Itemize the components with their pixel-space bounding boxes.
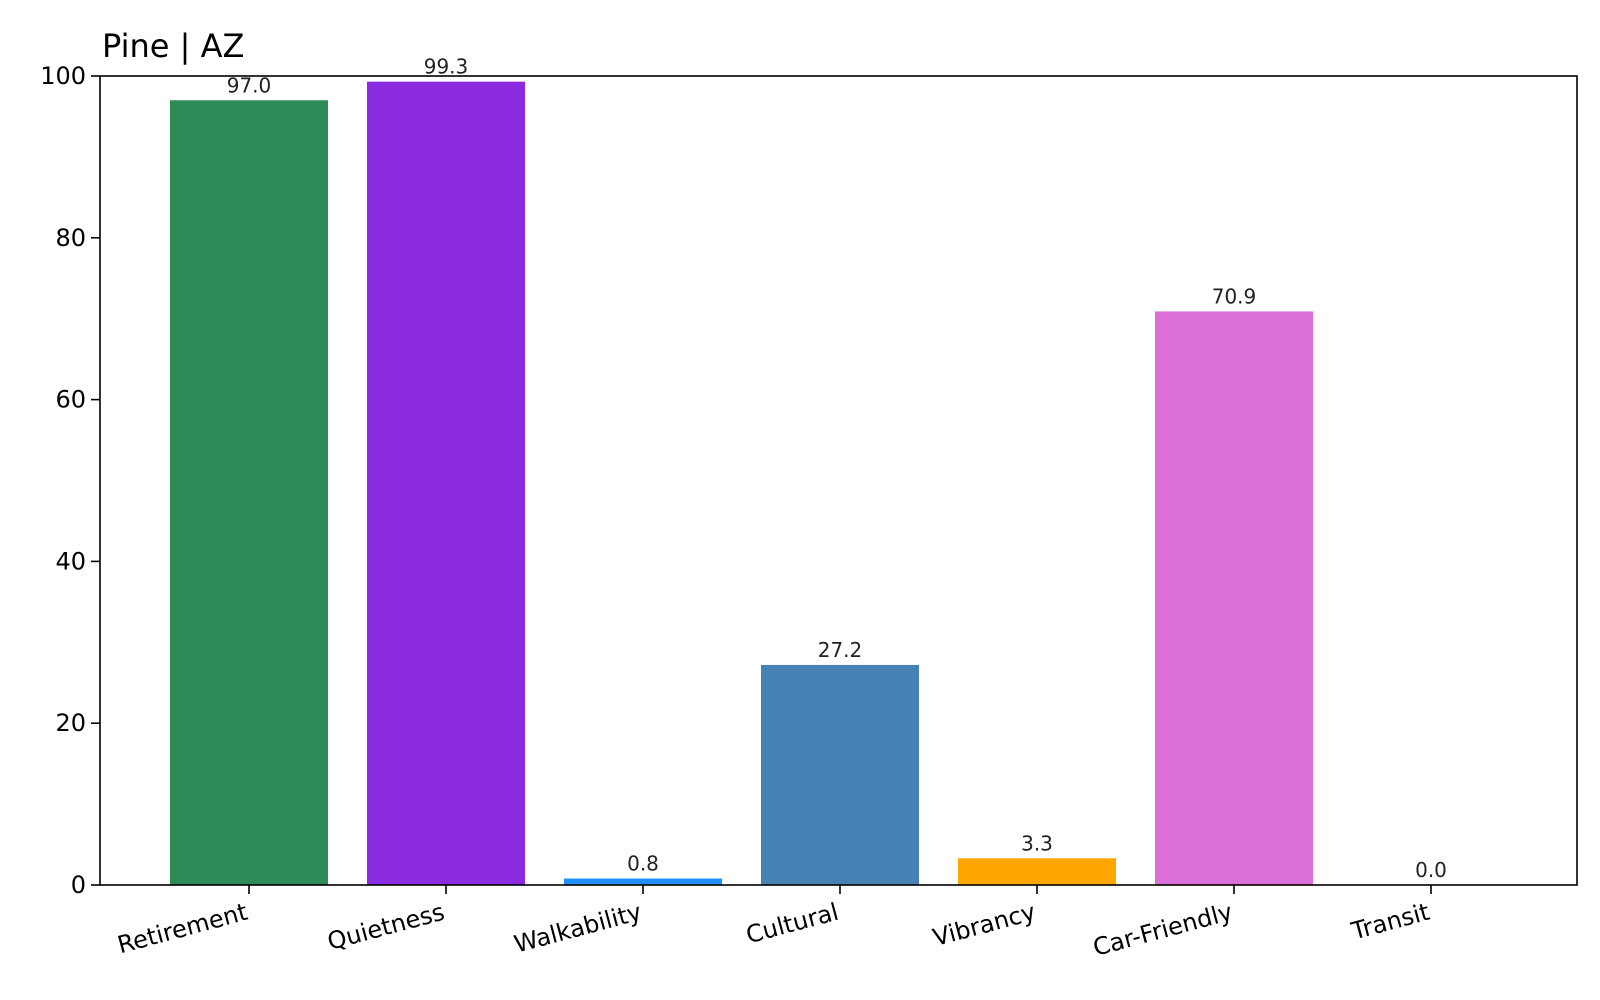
y-tick-label: 80 [55,224,86,252]
data-label-walkability: 0.8 [627,852,659,876]
bar-vibrancy [958,858,1116,885]
y-tick-label: 40 [55,547,86,575]
data-labels-group: 97.0 99.3 0.8 27.2 3.3 70.9 0.0 [227,55,1447,882]
data-label-cultural: 27.2 [818,638,863,662]
y-tick-label: 0 [71,871,86,899]
bar-car-friendly [1155,311,1313,885]
bar-quietness [367,81,525,885]
plot-frame [99,75,1578,886]
y-tick-label: 60 [55,386,86,414]
bars-group [170,81,1313,885]
bar-retirement [170,100,328,885]
data-label-transit: 0.0 [1415,858,1447,882]
bar-cultural [761,664,919,885]
data-label-retirement: 97.0 [227,73,272,97]
y-tick-label: 100 [40,62,86,90]
data-label-quietness: 99.3 [424,55,469,79]
data-label-car-friendly: 70.9 [1212,284,1257,308]
y-tick-label: 20 [55,709,86,737]
data-label-vibrancy: 3.3 [1021,831,1053,855]
chart-title: Pine | AZ [102,27,244,65]
bar-walkability [564,878,722,885]
y-axis: 0 20 40 60 80 100 [40,62,100,899]
